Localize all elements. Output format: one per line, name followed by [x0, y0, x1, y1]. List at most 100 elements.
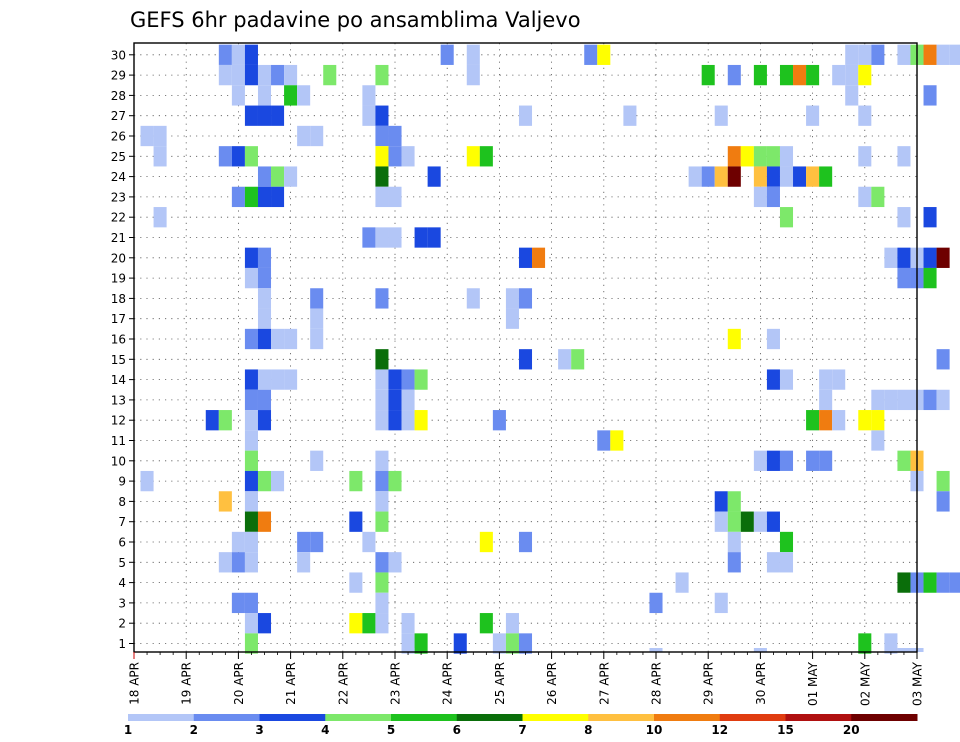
data-cell [923, 389, 937, 411]
data-cell [218, 491, 232, 512]
data-cell [375, 572, 389, 593]
data-cell [323, 64, 337, 86]
data-cell [310, 125, 324, 147]
colorbar-swatch [456, 714, 523, 721]
data-cell [310, 308, 324, 329]
x-tick-label: 22 APR [336, 662, 350, 705]
data-cell [936, 389, 950, 411]
colorbar-label: 1 [124, 723, 132, 737]
data-cell [949, 572, 960, 593]
data-cell [388, 186, 402, 208]
data-cell [284, 64, 298, 86]
data-cell [375, 369, 389, 390]
x-tick-label: 02 MAY [858, 661, 872, 706]
colorbar-label: 2 [190, 723, 198, 737]
colorbar-swatch [259, 714, 326, 721]
data-cell [244, 470, 258, 492]
data-cell [271, 64, 285, 86]
data-cell [140, 470, 154, 492]
data-cell [257, 186, 272, 208]
data-cell [257, 288, 272, 309]
data-cell [244, 511, 258, 532]
data-cell [244, 105, 258, 126]
data-cell [753, 166, 767, 187]
data-cell [766, 186, 780, 208]
data-cell [714, 491, 728, 512]
data-cell [766, 328, 780, 350]
data-cell [310, 450, 324, 471]
data-cell [349, 613, 363, 634]
y-tick-label: 13 [111, 393, 126, 407]
data-cell [753, 146, 767, 167]
data-cell [244, 410, 258, 431]
colorbar-label: 12 [711, 723, 728, 737]
data-cell [375, 592, 389, 614]
data-cell [766, 511, 780, 532]
data-cell [727, 328, 741, 350]
data-cell [649, 592, 663, 614]
data-cell [231, 64, 245, 86]
data-cell [923, 85, 937, 106]
data-cell [518, 105, 533, 126]
data-cell [375, 613, 389, 634]
x-tick-label: 30 APR [754, 662, 768, 705]
y-tick-label: 3 [118, 596, 126, 610]
data-cell [401, 389, 415, 411]
data-cell [153, 125, 167, 147]
data-cell [623, 105, 637, 126]
data-cell [297, 85, 311, 106]
data-cell [257, 267, 272, 289]
data-cell [779, 64, 794, 86]
data-cell [714, 511, 728, 532]
data-cell [518, 247, 533, 268]
data-cell [779, 450, 794, 471]
data-cell [858, 633, 872, 654]
y-tick-label: 18 [111, 292, 126, 306]
data-cell [701, 166, 715, 187]
data-cell [923, 44, 937, 65]
data-cell [244, 491, 258, 512]
data-cell [244, 267, 258, 289]
x-axis-ticks: 18 APR 19 APR 20 APR 21 APR 22 APR 23 APR 24 A… [128, 652, 925, 706]
data-cell [257, 410, 272, 431]
data-cell [819, 166, 833, 187]
data-cell [714, 166, 728, 187]
data-cell [753, 64, 767, 86]
data-cell [310, 531, 324, 553]
data-cell [231, 592, 245, 614]
data-cell [532, 247, 546, 268]
x-tick-label: 21 APR [284, 662, 298, 705]
data-cell [779, 531, 794, 553]
data-cell [518, 531, 533, 553]
data-cell-bottom [897, 648, 911, 652]
data-cell [897, 389, 911, 411]
y-tick-label: 27 [111, 109, 126, 123]
x-tick-label: 29 APR [702, 662, 716, 705]
data-cell [845, 85, 859, 106]
colorbar-swatch [785, 714, 852, 721]
data-cell [401, 369, 415, 390]
data-cell [923, 207, 937, 228]
data-cell [414, 369, 428, 390]
data-cell [466, 288, 480, 309]
data-cell [244, 389, 258, 411]
data-cell [271, 470, 285, 492]
data-cell [766, 552, 780, 573]
data-cell [284, 166, 298, 187]
data-cell [766, 369, 780, 390]
data-cell [271, 166, 285, 187]
data-cell [388, 552, 402, 573]
colorbar-swatch [193, 714, 260, 721]
data-cell [218, 146, 232, 167]
y-tick-label: 12 [111, 414, 126, 428]
data-cell [727, 491, 741, 512]
x-tick-label: 24 APR [441, 662, 455, 705]
y-tick-label: 28 [111, 89, 126, 103]
y-tick-label: 10 [111, 454, 126, 468]
data-cell [727, 511, 741, 532]
data-cell [806, 166, 820, 187]
x-tick-label: 03 MAY [911, 661, 925, 706]
y-tick-label: 25 [111, 150, 126, 164]
data-cell [257, 85, 272, 106]
